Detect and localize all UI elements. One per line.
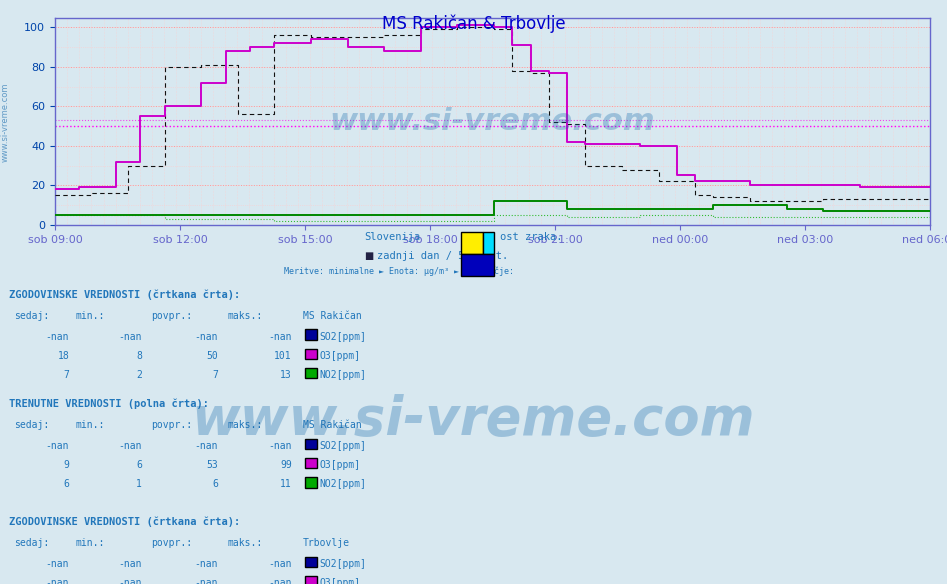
Text: 7: 7 [212, 370, 218, 380]
Text: Trbovlje: Trbovlje [303, 538, 350, 548]
Text: zadnji dan / 5 minut.: zadnji dan / 5 minut. [377, 251, 509, 261]
Text: www.si-vreme.com: www.si-vreme.com [0, 83, 9, 162]
Text: maks.:: maks.: [227, 311, 262, 321]
Text: O3[ppm]: O3[ppm] [319, 578, 360, 584]
Text: MS Rakičan: MS Rakičan [303, 311, 362, 321]
Text: 6: 6 [63, 479, 69, 489]
Text: O3[ppm]: O3[ppm] [319, 351, 360, 361]
Text: -nan: -nan [45, 332, 69, 342]
Text: sedaj:: sedaj: [14, 420, 49, 430]
Text: -nan: -nan [194, 559, 218, 569]
Text: maks.:: maks.: [227, 420, 262, 430]
Text: TRENUTNE VREDNOSTI (polna črta):: TRENUTNE VREDNOSTI (polna črta): [9, 398, 209, 409]
Text: NO2[ppm]: NO2[ppm] [319, 479, 366, 489]
Text: ZGODOVINSKE VREDNOSTI (črtkana črta):: ZGODOVINSKE VREDNOSTI (črtkana črta): [9, 289, 241, 300]
Text: -nan: -nan [268, 332, 292, 342]
Text: -nan: -nan [45, 578, 69, 584]
Text: ■: ■ [365, 251, 374, 261]
Text: ZGODOVINSKE VREDNOSTI (črtkana črta):: ZGODOVINSKE VREDNOSTI (črtkana črta): [9, 516, 241, 527]
Text: 1: 1 [136, 479, 142, 489]
Text: 6: 6 [212, 479, 218, 489]
Text: MS Rakičan: MS Rakičan [303, 420, 362, 430]
Text: -nan: -nan [194, 441, 218, 451]
Text: -nan: -nan [45, 559, 69, 569]
Text: 13: 13 [280, 370, 292, 380]
Text: -nan: -nan [118, 441, 142, 451]
Text: www.si-vreme.com: www.si-vreme.com [330, 107, 655, 135]
Text: 11: 11 [280, 479, 292, 489]
Text: maks.:: maks.: [227, 538, 262, 548]
Text: Slovenija: Slovenija [365, 232, 420, 242]
Text: 9: 9 [63, 460, 69, 470]
Text: povpr.:: povpr.: [152, 538, 192, 548]
Text: -nan: -nan [268, 441, 292, 451]
Text: -nan: -nan [45, 441, 69, 451]
Text: 99: 99 [280, 460, 292, 470]
Text: 101: 101 [274, 351, 292, 361]
Text: -nan: -nan [118, 578, 142, 584]
Text: -nan: -nan [118, 332, 142, 342]
Text: SO2[ppm]: SO2[ppm] [319, 441, 366, 451]
Text: SO2[ppm]: SO2[ppm] [319, 332, 366, 342]
Text: -nan: -nan [194, 332, 218, 342]
Text: min.:: min.: [76, 420, 105, 430]
Text: NO2[ppm]: NO2[ppm] [319, 370, 366, 380]
Text: sedaj:: sedaj: [14, 311, 49, 321]
Text: -nan: -nan [194, 578, 218, 584]
Text: 50: 50 [206, 351, 218, 361]
Text: sedaj:: sedaj: [14, 538, 49, 548]
Text: povpr.:: povpr.: [152, 420, 192, 430]
Text: -nan: -nan [118, 559, 142, 569]
Text: povpr.:: povpr.: [152, 311, 192, 321]
Text: O3[ppm]: O3[ppm] [319, 460, 360, 470]
Text: 18: 18 [58, 351, 69, 361]
Text: -nan: -nan [268, 559, 292, 569]
Text: ost zraka.: ost zraka. [500, 232, 563, 242]
Text: SO2[ppm]: SO2[ppm] [319, 559, 366, 569]
Text: 53: 53 [206, 460, 218, 470]
Text: 2: 2 [136, 370, 142, 380]
Text: MS Rakičan & Trbovlje: MS Rakičan & Trbovlje [382, 15, 565, 33]
Text: Meritve: minimalne ► Enota: μg/m³ ► Povprečje:: Meritve: minimalne ► Enota: μg/m³ ► Povp… [284, 267, 514, 276]
Text: www.si-vreme.com: www.si-vreme.com [191, 394, 756, 447]
Text: min.:: min.: [76, 311, 105, 321]
Text: 6: 6 [136, 460, 142, 470]
Text: 7: 7 [63, 370, 69, 380]
Text: -nan: -nan [268, 578, 292, 584]
Text: min.:: min.: [76, 538, 105, 548]
Text: 8: 8 [136, 351, 142, 361]
